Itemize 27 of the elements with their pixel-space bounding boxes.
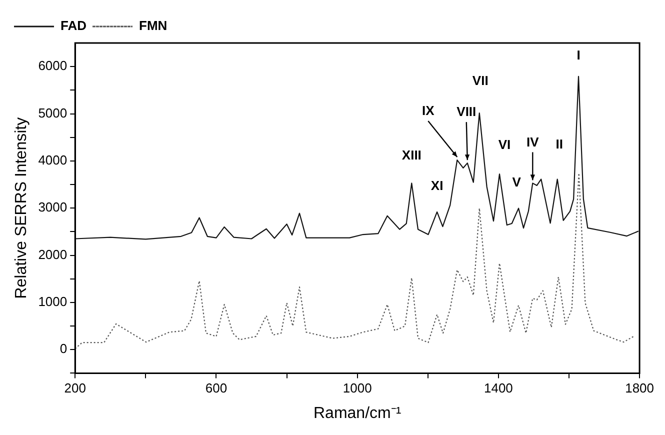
annotation: VIII	[456, 104, 476, 120]
y-axis-title: Relative SERRS Intensity	[13, 117, 30, 299]
legend-label: FAD	[60, 18, 86, 34]
annotation: I	[576, 47, 580, 62]
annotation: IX	[422, 103, 435, 118]
y-tick-label: 6000	[38, 58, 68, 74]
y-tick-label: 5000	[38, 105, 68, 120]
annotation: XIII	[402, 147, 422, 162]
line-series	[75, 172, 634, 350]
y-tick-label: 3000	[38, 200, 68, 215]
annotation: VI	[498, 137, 511, 152]
annotation: XI	[430, 178, 444, 194]
y-tick-label: 2000	[38, 246, 68, 262]
annotation: V	[512, 174, 522, 190]
y-tick-label: 0	[60, 341, 68, 356]
x-axis-title: Raman/cm⁻¹	[313, 404, 402, 422]
y-tick-label: 1000	[38, 294, 68, 310]
annotation: VII	[472, 73, 488, 88]
legend-label: FMN	[139, 18, 168, 34]
x-tick-label: 1400	[484, 380, 513, 396]
x-tick-label: 600	[205, 380, 228, 396]
annotation: IV	[526, 134, 540, 150]
y-tick-label: 4000	[38, 152, 68, 168]
x-tick-label: 200	[64, 380, 86, 396]
annotation: II	[556, 136, 563, 152]
x-tick-label: 1800	[625, 380, 654, 396]
x-tick-label: 1000	[342, 380, 372, 396]
